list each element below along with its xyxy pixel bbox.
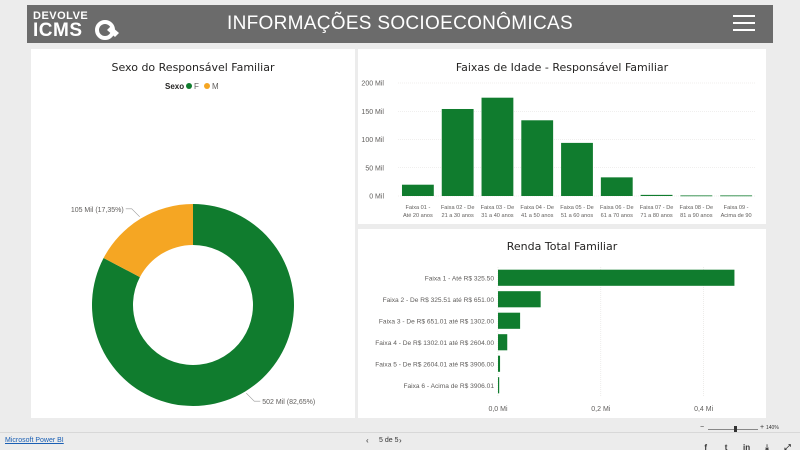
renda-bar[interactable] [498,291,541,308]
donut-leader-line [246,392,261,402]
x-tick-label: 31 a 40 anos [481,213,514,219]
donut-leader-line [125,208,140,218]
y-tick-label: Faixa 4 - De R$ 1302.01 até R$ 2604.00 [375,340,494,347]
x-tick-label: Faixa 04 - De [520,205,554,211]
idade-bar[interactable] [401,184,434,196]
idade-bar-chart: 0 Mil 50 Mil 100 Mil 150 Mil 200 Mil Faixa 01… [361,81,756,219]
next-page-button[interactable]: › [399,436,402,445]
renda-bar[interactable] [498,269,735,286]
menu-bar-icon [733,15,755,17]
legend-title: Sexo [165,82,184,91]
donut-slice-f[interactable] [92,204,295,406]
report-header: DEVOLVE ICMS INFORMAÇÕES SOCIOECONÔMICAS [27,5,773,43]
renda-chart-title: Renda Total Familiar [506,240,618,253]
zoom-in-button[interactable]: + [760,424,765,431]
donut-data-label-m: 105 Mil (17,35%) [71,207,124,214]
logo-line1: DEVOLVE [33,10,89,22]
y-tick-label: 100 Mil [361,137,384,144]
renda-bar[interactable] [498,355,501,372]
x-tick-label: Faixa 03 - De [481,205,515,211]
legend-marker-m[interactable] [204,83,210,89]
twitter-icon[interactable]: t [724,443,728,450]
legend-label-m: M [212,82,219,91]
legend-marker-f[interactable] [186,83,192,89]
page-title: INFORMAÇÕES SOCIOECONÔMICAS [227,13,573,34]
zoom-out-button[interactable]: − [700,424,705,431]
sexo-chart-title: Sexo do Responsável Familiar [111,61,275,74]
x-tick-label: Faixa 05 - De [560,205,594,211]
share-toolbar: f t in ⤓ ⤢ [694,437,792,450]
donut-slice-m[interactable] [103,204,193,278]
x-tick-label: 61 a 70 anos [601,213,634,219]
x-tick-label: Faixa 07 - De [640,205,674,211]
y-tick-label: Faixa 5 - De R$ 2604.01 até R$ 3906.00 [375,361,494,368]
idade-bar[interactable] [600,177,633,196]
renda-bar-chart: 0,0 Mi 0,2 Mi 0,4 Mi Faixa 1 - Até R$ 325.5… [375,267,735,413]
x-tick-label: 0,0 Mi [488,406,508,413]
y-tick-label: 150 Mil [361,109,384,116]
devolve-icms-logo: DEVOLVE ICMS [33,10,143,41]
y-tick-label: Faixa 3 - De R$ 651.01 até R$ 1302.00 [379,318,494,325]
renda-bar[interactable] [498,377,500,394]
idade-bar[interactable] [640,194,673,196]
hamburger-menu-button[interactable] [733,13,757,33]
donut-data-label-f: 502 Mil (82,65%) [262,399,315,406]
idade-bar[interactable] [441,108,474,196]
idade-bar[interactable] [521,120,554,196]
donut-chart: Sexo F M 502 Mil (82,65%) 105 Mil (17,35%) [71,82,315,406]
legend-label-f: F [194,82,199,91]
fullscreen-icon[interactable]: ⤢ [784,443,791,450]
zoom-slider-track[interactable] [708,429,758,430]
idade-bar[interactable] [680,195,713,197]
x-tick-label: Acima de 90 [721,213,752,219]
y-tick-label: Faixa 2 - De R$ 325.51 até R$ 651.00 [383,297,495,304]
x-tick-label: 81 a 90 anos [680,213,713,219]
x-tick-label: Faixa 06 - De [600,205,634,211]
idade-chart-title: Faixas de Idade - Responsável Familiar [455,61,669,74]
x-tick-label: 0,4 Mi [694,406,714,413]
idade-bar[interactable] [720,195,753,197]
download-icon[interactable]: ⤓ [765,443,769,450]
logo-line2: ICMS [33,20,83,41]
renda-bar[interactable] [498,334,508,351]
y-tick-label: 50 Mil [365,165,384,172]
logo-mark-icon [95,20,119,40]
zoom-level: 140% [766,425,779,431]
y-tick-label: Faixa 1 - Até R$ 325.50 [425,275,495,282]
idade-bar-visual[interactable]: Faixas de Idade - Responsável Familiar 0… [358,49,766,224]
y-tick-label: 200 Mil [361,81,384,88]
x-tick-label: Faixa 01 - [405,205,430,211]
zoom-slider-thumb[interactable] [734,426,737,433]
y-tick-label: 0 Mil [369,194,384,201]
facebook-icon[interactable]: f [704,443,708,450]
renda-bar-visual[interactable]: Renda Total Familiar 0,0 Mi 0,2 Mi 0,4 Mi F… [358,229,766,418]
x-tick-label: Faixa 02 - De [441,205,475,211]
page-indicator: 5 de 5 [379,437,399,444]
linkedin-icon[interactable]: in [743,443,751,450]
prev-page-button[interactable]: ‹ [366,436,369,445]
footer-bar: Microsoft Power BI ‹ 5 de 5 › f t in ⤓ ⤢ [0,432,800,450]
x-tick-label: Faixa 09 - [724,205,749,211]
zoom-control: − + 140% [700,424,790,434]
power-bi-link[interactable]: Microsoft Power BI [5,437,64,444]
idade-bar[interactable] [481,97,514,196]
renda-bar[interactable] [498,312,521,329]
x-tick-label: 51 a 60 anos [561,213,594,219]
x-tick-label: 71 a 80 anos [640,213,673,219]
y-tick-label: Faixa 6 - Acima de R$ 3906.01 [403,383,494,390]
donut-legend: Sexo F M [165,82,219,91]
x-tick-label: 21 a 30 anos [441,213,474,219]
idade-bar[interactable] [561,142,593,196]
x-tick-label: Até 20 anos [403,213,433,219]
menu-bar-icon [733,29,755,31]
sexo-donut-visual[interactable]: Sexo do Responsável Familiar Sexo F M 502 M… [31,49,355,418]
x-tick-label: 41 a 50 anos [521,213,554,219]
menu-bar-icon [733,22,755,24]
x-tick-label: Faixa 08 - De [680,205,714,211]
x-tick-label: 0,2 Mi [591,406,611,413]
